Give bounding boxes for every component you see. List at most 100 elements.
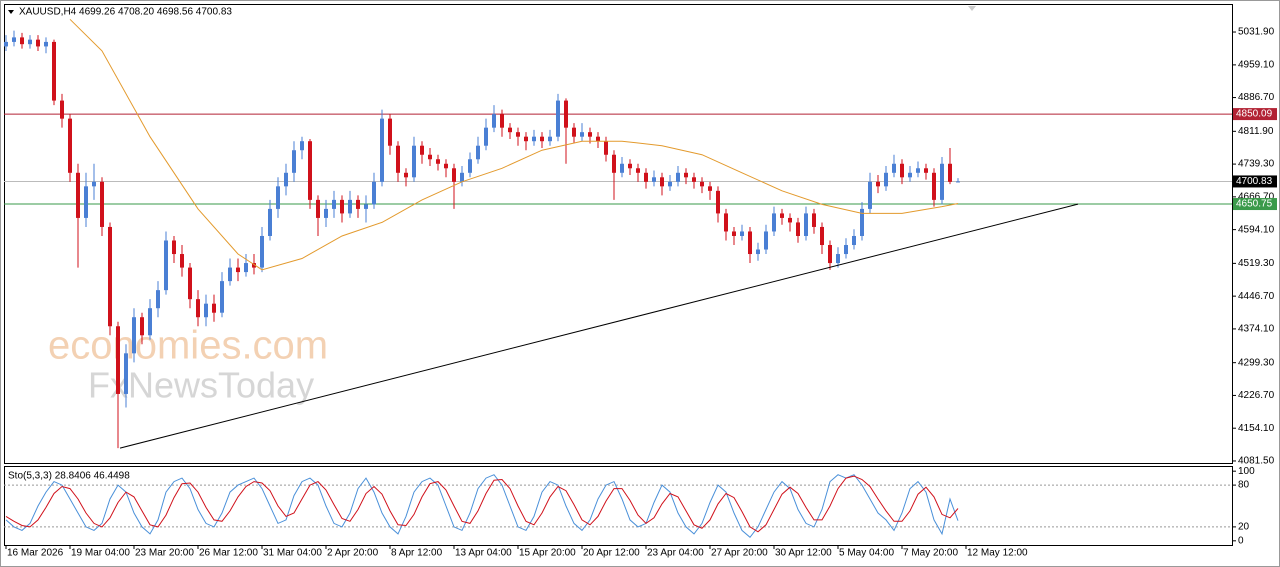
candle-body bbox=[372, 181, 376, 205]
candle-body bbox=[100, 181, 104, 227]
candle-body bbox=[84, 186, 88, 218]
y-tick-label: 4374.10 bbox=[1238, 324, 1275, 335]
candle-body bbox=[332, 199, 336, 209]
candle-body bbox=[292, 150, 296, 173]
y-tick-label: 0 bbox=[1238, 535, 1244, 546]
candle-body bbox=[324, 208, 328, 218]
candle-body bbox=[876, 181, 880, 187]
x-tick-label: 5 May 04:00 bbox=[839, 548, 894, 559]
x-tick-label: 26 Mar 12:00 bbox=[199, 548, 258, 559]
candle-body bbox=[612, 154, 616, 173]
candle-body bbox=[820, 226, 824, 246]
candle-body bbox=[244, 263, 248, 273]
y-tick-label: 4666.70 bbox=[1238, 191, 1275, 202]
candle-body bbox=[860, 208, 864, 236]
candle-body bbox=[484, 127, 488, 146]
x-tick-label: 30 Apr 12:00 bbox=[775, 548, 832, 559]
candle-body bbox=[796, 222, 800, 236]
candle-body bbox=[524, 136, 528, 142]
candle-body bbox=[580, 132, 584, 137]
candle-body bbox=[716, 190, 720, 214]
watermark: FxNewsToday bbox=[88, 365, 314, 406]
candle-body bbox=[180, 254, 184, 268]
overlay-line bbox=[119, 203, 1079, 449]
candle-body bbox=[204, 303, 208, 318]
candle-body bbox=[276, 186, 280, 209]
y-tick-label: 5031.90 bbox=[1238, 27, 1275, 38]
candle-body bbox=[572, 127, 576, 137]
candle-body bbox=[4, 41, 8, 47]
candle-body bbox=[852, 235, 856, 246]
candle-body bbox=[844, 245, 848, 255]
candle-body bbox=[220, 281, 224, 313]
candle-body bbox=[420, 145, 424, 155]
candle-body bbox=[724, 213, 728, 232]
candle-body bbox=[308, 141, 312, 200]
candle-body bbox=[932, 172, 936, 200]
y-tick-label: 80 bbox=[1238, 480, 1250, 491]
x-tick-label: 27 Apr 20:00 bbox=[711, 548, 768, 559]
candle-body bbox=[556, 100, 560, 137]
candle-body bbox=[188, 267, 192, 300]
candle-body bbox=[900, 163, 904, 178]
price-tag-label: 4650.75 bbox=[1236, 199, 1273, 210]
x-tick-label: 23 Apr 04:00 bbox=[647, 548, 704, 559]
candle-body bbox=[500, 114, 504, 128]
candle-body bbox=[732, 231, 736, 236]
watermark: economies.com bbox=[48, 324, 328, 368]
candle-body bbox=[532, 136, 536, 142]
candle-body bbox=[828, 245, 832, 264]
price-tag-label: 4700.83 bbox=[1236, 176, 1273, 187]
candle-body bbox=[172, 240, 176, 255]
candle-body bbox=[892, 163, 896, 173]
candle-body bbox=[20, 37, 24, 45]
overlay-line bbox=[69, 18, 959, 271]
candle-body bbox=[836, 254, 840, 264]
candle-body bbox=[92, 181, 96, 187]
candle-body bbox=[252, 263, 256, 268]
candle-body bbox=[380, 118, 384, 182]
menu-arrow[interactable] bbox=[8, 10, 14, 14]
candle-body bbox=[644, 172, 648, 182]
candle-body bbox=[340, 199, 344, 214]
y-tick-label: 4519.30 bbox=[1238, 258, 1275, 269]
candle-body bbox=[356, 199, 360, 209]
sub-panel bbox=[4, 466, 1233, 546]
x-tick-label: 13 Apr 04:00 bbox=[455, 548, 512, 559]
candle-body bbox=[164, 240, 168, 291]
candle-body bbox=[460, 172, 464, 182]
candle-body bbox=[492, 114, 496, 128]
candle-body bbox=[396, 145, 400, 173]
candle-body bbox=[756, 249, 760, 255]
candle-body bbox=[956, 181, 960, 183]
price-tag bbox=[1233, 198, 1277, 211]
candle-body bbox=[916, 168, 920, 173]
x-tick-label: 8 Apr 12:00 bbox=[391, 548, 443, 559]
candle-body bbox=[108, 226, 112, 327]
candle-body bbox=[588, 132, 592, 137]
candle-body bbox=[316, 199, 320, 218]
candle-body bbox=[452, 168, 456, 182]
candle-body bbox=[620, 163, 624, 173]
candle-body bbox=[52, 41, 56, 101]
y-tick-label: 4739.30 bbox=[1238, 159, 1275, 170]
y-tick-label: 4154.10 bbox=[1238, 423, 1275, 434]
y-tick-label: 4299.30 bbox=[1238, 357, 1275, 368]
candle-body bbox=[812, 213, 816, 227]
candle-body bbox=[76, 172, 80, 218]
candle-body bbox=[780, 213, 784, 218]
y-tick-label: 4446.70 bbox=[1238, 291, 1275, 302]
series-line bbox=[5, 474, 959, 539]
candle-body bbox=[740, 231, 744, 236]
candle-body bbox=[868, 181, 872, 209]
candle-body bbox=[444, 163, 448, 169]
candle-body bbox=[388, 118, 392, 146]
y-tick-label: 4594.10 bbox=[1238, 224, 1275, 235]
candle-body bbox=[708, 186, 712, 191]
chart-title: XAUUSD,H4 4699.26 4708.20 4698.56 4700.8… bbox=[19, 7, 232, 18]
y-tick-label: 4886.70 bbox=[1238, 92, 1275, 103]
candle-body bbox=[924, 168, 928, 173]
candle-body bbox=[476, 145, 480, 160]
x-tick-label: 19 Mar 04:00 bbox=[71, 548, 130, 559]
candle-body bbox=[652, 177, 656, 182]
